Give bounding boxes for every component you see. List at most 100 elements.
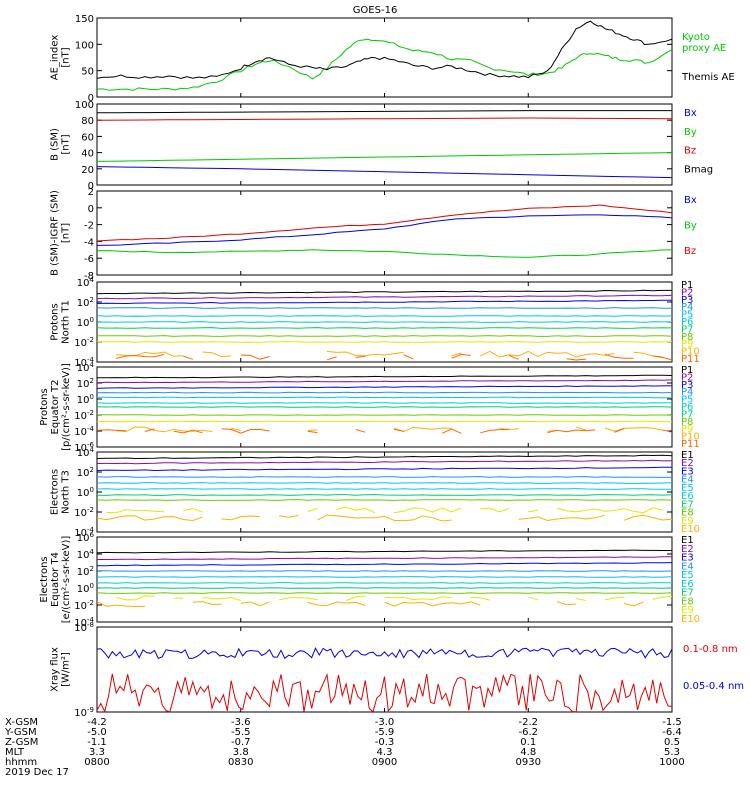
- channel-line: [183, 507, 203, 513]
- y-tick-label: 10-2: [74, 336, 94, 349]
- axis-row-value: 0800: [84, 757, 109, 768]
- series-line-bx: [96, 214, 673, 246]
- axis-row-label-y-gsm: Y-GSM: [4, 727, 37, 738]
- axis-row-value: 3.3: [89, 747, 105, 758]
- channel-line: [192, 601, 222, 605]
- channel-line: [96, 601, 145, 608]
- axis-row-label-z-gsm: Z-GSM: [5, 737, 38, 748]
- y-tick-label: 104: [77, 446, 95, 459]
- axis-row-label-hhmm: hhmm: [5, 757, 37, 768]
- y-axis-label-line: [p/(cm²-s-sr-keV)]: [61, 363, 72, 451]
- y-tick-label: -6: [84, 254, 94, 265]
- channel-line: [480, 507, 510, 513]
- channel-line: [279, 515, 299, 518]
- y-axis-label: Xray flux [W/m²]: [50, 647, 72, 692]
- y-axis-label-line: [nT]: [61, 134, 72, 154]
- axis-row-value: -6.4: [662, 727, 682, 738]
- channel-line: [96, 299, 673, 305]
- legend-label: 0.1-0.8 nm: [683, 644, 738, 655]
- channel-line: [96, 576, 673, 578]
- panel-8: Xray flux [W/m²]10-910-80.1-0.8 nm0.05-0.…: [50, 621, 745, 719]
- legend-channel-p6: P6: [681, 402, 693, 413]
- channel-line: [307, 601, 366, 607]
- axis-row-value: -3.0: [375, 717, 395, 728]
- y-tick-label: 10-2: [74, 409, 94, 422]
- y-axis-label: B (SM) [nT]: [50, 128, 72, 161]
- legend-channel-p7: P7: [681, 409, 693, 420]
- y-axis-label-line: Electrons: [50, 469, 61, 515]
- legend-label: 0.05-0.4 nm: [683, 681, 744, 692]
- channel-line: [278, 597, 318, 601]
- axis-row-value: 0.1: [520, 737, 536, 748]
- channel-line: [144, 428, 155, 432]
- axis-row-label-mlt: MLT: [5, 747, 25, 758]
- y-tick-label: 10-4: [74, 425, 94, 438]
- channel-line: [508, 354, 519, 360]
- legend-label: Bx: [684, 195, 697, 206]
- legend-label: Bx: [684, 108, 697, 119]
- channel-line: [221, 428, 270, 434]
- series-line-bz: [96, 204, 673, 242]
- y-tick-label: 50: [81, 67, 94, 78]
- channel-line: [394, 428, 404, 432]
- channel-line: [614, 428, 625, 433]
- channel-line: [96, 294, 673, 300]
- y-tick-label: 0: [88, 204, 94, 215]
- y-axis-label: Electrons North T3: [50, 469, 72, 515]
- channel-line: [480, 428, 510, 434]
- axis-row-value: 0900: [372, 757, 397, 768]
- legend-channel-p4: P4: [681, 387, 693, 398]
- channel-line: [307, 429, 318, 432]
- y-axis-label: Electrons Equator T4 [e/(cm²-s-sr-keV)]: [39, 536, 72, 624]
- y-tick-label: 40: [81, 149, 94, 160]
- y-tick-label: 102: [77, 296, 94, 309]
- legend-label: Kyoto: [682, 32, 710, 43]
- y-axis-label: Protons North T1: [50, 300, 72, 344]
- channel-line: [96, 494, 673, 496]
- channel-line: [326, 356, 337, 361]
- y-tick-label: 60: [81, 132, 94, 143]
- legend-channel-e4: E4: [681, 475, 694, 486]
- series-line-0.1-0.8nm: [96, 672, 673, 713]
- channel-line: [547, 429, 596, 434]
- channel-line: [221, 515, 260, 521]
- channel-line: [528, 596, 538, 601]
- y-tick-label: 104: [77, 361, 95, 374]
- legend-label: Bmag: [684, 165, 713, 176]
- legend-channel-e7: E7: [681, 588, 694, 599]
- channel-line: [173, 429, 203, 434]
- channel-line: [393, 426, 452, 433]
- channel-line: [96, 315, 673, 317]
- axis-row-value: 0830: [228, 757, 253, 768]
- y-tick-label: 10-2: [74, 599, 94, 612]
- channel-line: [96, 459, 673, 465]
- y-tick-label: 100: [77, 316, 94, 329]
- y-tick-label: 104: [77, 276, 95, 289]
- axis-row-value: -2.2: [518, 717, 538, 728]
- channel-line: [96, 515, 203, 522]
- channel-line: [97, 374, 673, 379]
- legend-channel-e1: E1: [681, 535, 694, 546]
- legend-label: proxy AE: [682, 43, 726, 54]
- channel-line: [604, 353, 634, 359]
- channel-line: [97, 335, 673, 337]
- legend-channel-p7: P7: [681, 324, 693, 335]
- legend-channel-e5: E5: [681, 483, 694, 494]
- channel-line: [451, 352, 462, 357]
- legend-channel-e10: E10: [681, 524, 700, 535]
- y-tick-label: 106: [77, 531, 95, 544]
- channel-line: [96, 321, 673, 323]
- axis-row-value: -4.2: [87, 717, 107, 728]
- y-axis-label-line: Equator T2: [50, 380, 61, 435]
- channel-line: [96, 391, 673, 394]
- channel-line: [623, 601, 644, 607]
- channel-line: [97, 562, 673, 567]
- legend-channel-p9: P9: [681, 339, 693, 350]
- y-tick-label: 0: [88, 181, 94, 192]
- channel-line: [307, 507, 318, 512]
- channel-line: [623, 514, 673, 521]
- channel-line: [116, 351, 184, 357]
- channel-line: [96, 289, 672, 295]
